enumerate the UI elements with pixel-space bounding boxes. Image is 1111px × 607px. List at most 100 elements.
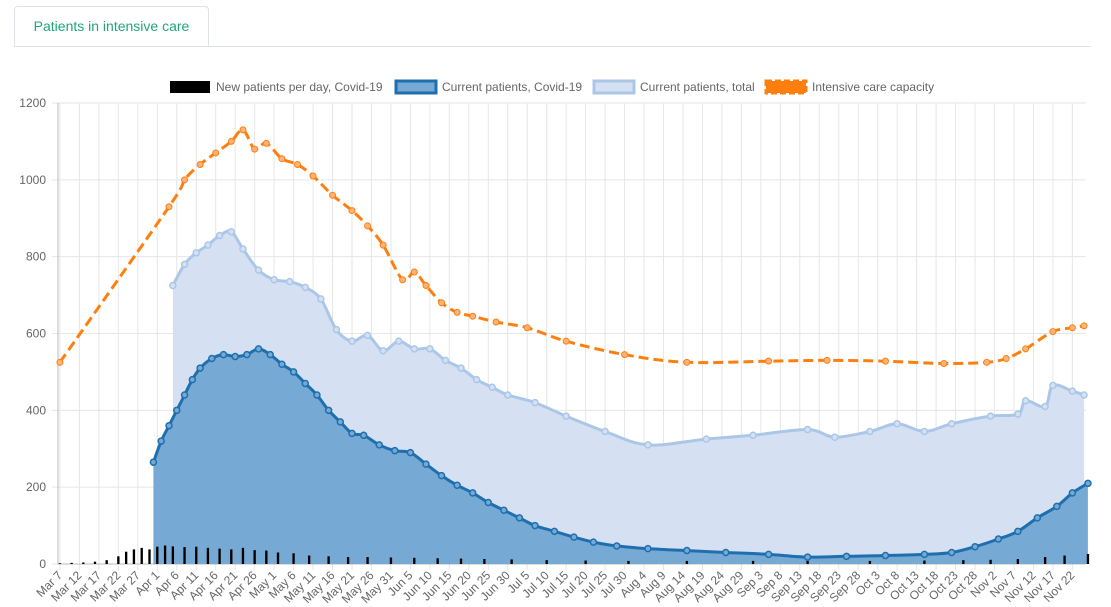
capacity-point[interactable] (196, 160, 204, 168)
capacity-point[interactable] (469, 312, 477, 320)
total-point[interactable] (317, 295, 325, 303)
new-patients-bar[interactable] (105, 560, 108, 564)
capacity-point[interactable] (983, 358, 991, 366)
legend-item-new-patients[interactable]: New patients per day, Covid-19 (170, 80, 383, 94)
new-patients-bar[interactable] (751, 560, 755, 564)
covid-point[interactable] (1068, 489, 1077, 497)
covid-point[interactable] (266, 350, 274, 359)
new-patients-bar[interactable] (183, 547, 186, 564)
new-patients-bar[interactable] (218, 548, 221, 564)
covid-point[interactable] (157, 437, 165, 445)
tab-patients-in-intensive-care[interactable]: Patients in intensive care (14, 6, 209, 46)
covid-point[interactable] (764, 550, 773, 559)
legend-item-current-covid[interactable]: Current patients, Covid-19 (394, 79, 582, 95)
new-patients-bar[interactable] (276, 552, 280, 564)
new-patients-bar[interactable] (58, 563, 62, 564)
covid-point[interactable] (920, 550, 929, 559)
total-point[interactable] (180, 260, 189, 269)
total-point[interactable] (192, 249, 200, 257)
covid-point[interactable] (500, 506, 508, 514)
capacity-point[interactable] (1002, 354, 1010, 362)
total-point[interactable] (749, 431, 757, 440)
total-point[interactable] (601, 427, 609, 436)
new-patients-bar[interactable] (132, 549, 136, 564)
total-point[interactable] (531, 398, 539, 407)
new-patients-bar[interactable] (230, 549, 233, 564)
capacity-point[interactable] (399, 276, 407, 284)
total-point[interactable] (893, 420, 901, 428)
covid-point[interactable] (324, 406, 333, 415)
total-point[interactable] (1014, 410, 1022, 418)
total-point[interactable] (457, 364, 465, 372)
total-point[interactable] (285, 277, 294, 286)
capacity-point[interactable] (348, 207, 356, 215)
covid-point[interactable] (301, 379, 310, 388)
total-point[interactable] (472, 375, 481, 384)
total-point[interactable] (239, 245, 247, 253)
total-point[interactable] (1041, 402, 1049, 411)
covid-point[interactable] (243, 350, 251, 359)
new-patients-bar[interactable] (923, 560, 926, 564)
covid-point[interactable] (391, 446, 399, 455)
capacity-point[interactable] (881, 357, 889, 365)
total-point[interactable] (348, 337, 356, 345)
total-point[interactable] (562, 412, 570, 420)
new-patients-bar[interactable] (1063, 555, 1066, 564)
new-patients-bar[interactable] (327, 556, 330, 564)
covid-point[interactable] (149, 458, 158, 466)
total-point[interactable] (1080, 391, 1088, 399)
legend-item-capacity[interactable]: Intensive care capacity (764, 79, 934, 95)
covid-point[interactable] (803, 553, 812, 561)
covid-point[interactable] (437, 471, 446, 480)
covid-point[interactable] (947, 548, 956, 557)
total-point[interactable] (644, 441, 652, 449)
total-point[interactable] (227, 227, 236, 236)
new-patients-bar[interactable] (140, 547, 143, 564)
new-patients-bar[interactable] (806, 560, 809, 564)
total-point[interactable] (1068, 387, 1077, 395)
new-patients-bar[interactable] (346, 557, 350, 564)
covid-point[interactable] (173, 406, 181, 415)
new-patients-bar[interactable] (584, 560, 587, 564)
new-patients-bar[interactable] (436, 558, 439, 564)
covid-point[interactable] (219, 350, 228, 359)
capacity-point[interactable] (621, 351, 629, 359)
capacity-point[interactable] (227, 137, 235, 145)
covid-point[interactable] (683, 546, 691, 555)
capacity-point[interactable] (823, 356, 831, 364)
covid-point[interactable] (468, 489, 477, 497)
new-patients-bar[interactable] (413, 557, 416, 564)
capacity-point[interactable] (683, 358, 691, 366)
covid-point[interactable] (348, 429, 356, 438)
capacity-point[interactable] (940, 359, 948, 367)
new-patients-bar[interactable] (685, 560, 689, 564)
covid-point[interactable] (375, 441, 383, 449)
total-point[interactable] (1021, 396, 1030, 405)
total-point[interactable] (363, 331, 372, 340)
new-patients-bar[interactable] (124, 551, 128, 564)
new-patients-bar[interactable] (868, 560, 872, 564)
new-patients-bar[interactable] (292, 553, 295, 564)
new-patients-bar[interactable] (265, 550, 268, 564)
capacity-point[interactable] (410, 268, 418, 276)
total-point[interactable] (488, 383, 496, 392)
covid-point[interactable] (180, 391, 189, 399)
new-patients-bar[interactable] (241, 547, 245, 564)
new-patients-bar[interactable] (148, 549, 151, 564)
new-patients-bar[interactable] (307, 555, 311, 564)
capacity-point[interactable] (453, 308, 461, 316)
new-patients-bar[interactable] (1043, 557, 1047, 564)
capacity-point[interactable] (181, 176, 189, 184)
total-point[interactable] (169, 281, 177, 290)
new-patients-bar[interactable] (82, 562, 85, 564)
total-point[interactable] (920, 427, 929, 436)
covid-point[interactable] (722, 548, 730, 557)
new-patients-bar[interactable] (156, 546, 159, 564)
capacity-point[interactable] (523, 324, 531, 332)
new-patients-bar[interactable] (627, 560, 630, 564)
covid-point[interactable] (515, 514, 524, 522)
new-patients-bar[interactable] (206, 547, 210, 564)
covid-point[interactable] (208, 354, 216, 363)
new-patients-bar[interactable] (1086, 554, 1090, 564)
capacity-point[interactable] (278, 155, 286, 163)
